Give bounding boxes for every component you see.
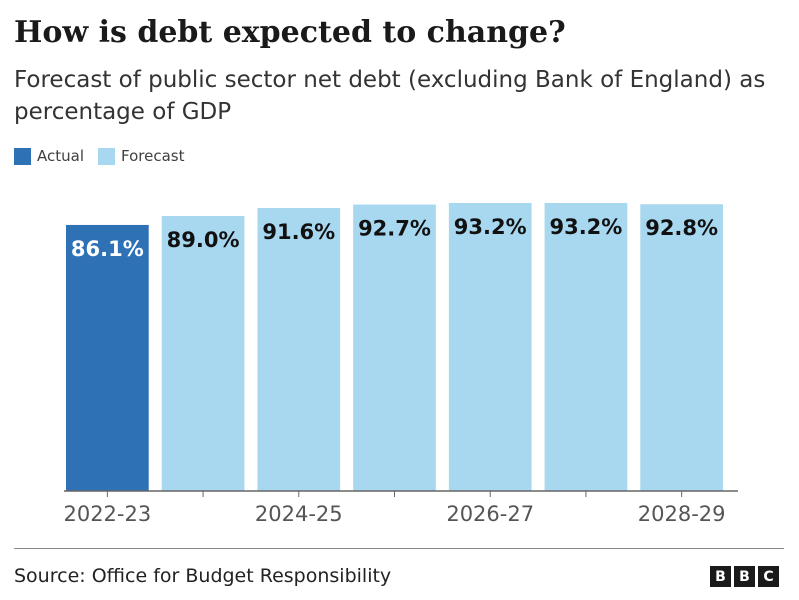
- bar-value-label: 92.7%: [358, 217, 431, 241]
- bar-value-label: 91.6%: [262, 220, 335, 244]
- source-note: Source: Office for Budget Responsibility: [14, 565, 392, 587]
- footer-divider: [14, 548, 784, 549]
- x-tick-label: 2024-25: [255, 502, 343, 526]
- legend-label-forecast: Forecast: [121, 147, 185, 165]
- bar-value-label: 89.0%: [167, 228, 240, 252]
- bar-2023-24: [161, 215, 245, 492]
- bar-2025-26: [353, 204, 436, 491]
- bar-value-label: 93.2%: [549, 215, 622, 239]
- bar-2022-23: [66, 224, 149, 492]
- x-tick-label: 2026-27: [446, 502, 534, 526]
- bar-2026-27: [448, 203, 532, 491]
- logo-letter: B: [734, 566, 755, 587]
- bar-2024-25: [257, 207, 341, 491]
- legend-swatch-actual: [14, 147, 31, 165]
- legend-item-actual: Actual: [14, 147, 84, 165]
- bar-value-label: 92.8%: [645, 216, 718, 240]
- bar-value-label: 93.2%: [454, 215, 527, 239]
- x-tick-label: 2022-23: [63, 502, 151, 526]
- bar-chart: 86.1% 89.0% 91.6% 92.7% 93.2% 93.2% 92.8% 2022-…: [63, 203, 738, 526]
- chart-title: How is debt expected to change?: [14, 15, 566, 50]
- legend: Actual Forecast: [14, 146, 192, 166]
- bbc-logo: B B C: [710, 566, 779, 587]
- legend-swatch-forecast: [98, 147, 115, 165]
- legend-item-forecast: Forecast: [98, 147, 184, 165]
- chart-subtitle: Forecast of public sector net debt (excl…: [14, 67, 766, 125]
- logo-letter: C: [758, 566, 779, 587]
- legend-label-actual: Actual: [37, 147, 84, 165]
- bar-2027-28: [544, 203, 628, 491]
- x-tick-label: 2028-29: [638, 502, 726, 526]
- bar-2028-29: [640, 204, 723, 492]
- bar-value-label: 86.1%: [71, 237, 144, 261]
- logo-letter: B: [710, 566, 731, 587]
